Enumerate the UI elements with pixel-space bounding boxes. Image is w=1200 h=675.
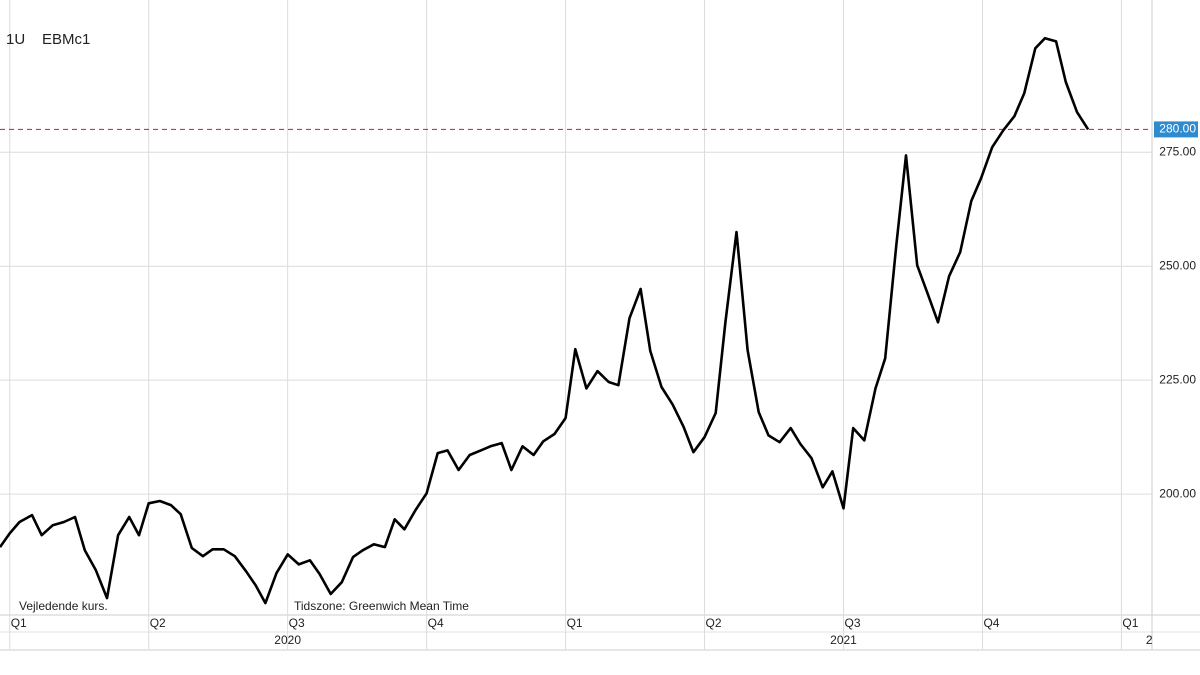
x-tick-label: Q1 (1122, 616, 1138, 630)
y-tick-label: 200.00 (1159, 486, 1196, 500)
price-badge (1154, 121, 1198, 138)
x-tick-label: Q1 (567, 616, 583, 630)
x-tick-label: Q2 (150, 616, 166, 630)
symbol-label: EBMc1 (42, 31, 90, 48)
interval-label: 1U (6, 31, 25, 48)
x-tick-label: Q3 (289, 616, 305, 630)
x-tick-label: Q4 (983, 616, 999, 630)
x-tick-label: Q2 (706, 616, 722, 630)
x-tick-label: Q4 (428, 616, 444, 630)
price-badge-label: 280.00 (1159, 122, 1196, 136)
x-tick-label: Q3 (845, 616, 861, 630)
year-label: 2020 (274, 633, 301, 647)
y-tick-label: 275.00 (1159, 144, 1196, 158)
note: Tidszone: Greenwich Mean Time (294, 599, 469, 613)
price-line (0, 36, 1090, 605)
note: Vejledende kurs. (19, 599, 108, 613)
y-tick-label: 250.00 (1159, 258, 1196, 272)
year-label: 2021 (830, 633, 857, 647)
y-tick-label: 225.00 (1159, 372, 1196, 386)
grid-layer (0, 0, 1200, 651)
x-tick-label: Q1 (11, 616, 27, 630)
year-label: 2 (1146, 633, 1153, 647)
